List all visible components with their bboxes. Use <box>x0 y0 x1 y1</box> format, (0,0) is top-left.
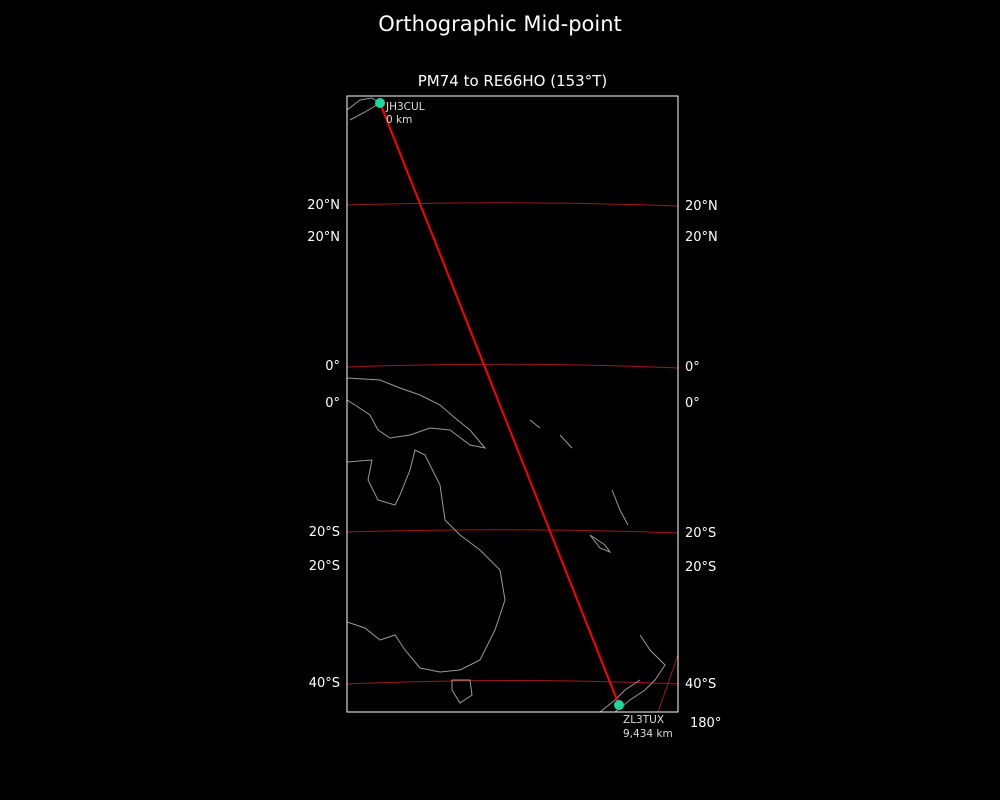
end-distance: 9,434 km <box>623 728 673 740</box>
end-callsign: ZL3TUX <box>623 714 664 726</box>
right-lat-label: 0° <box>685 360 700 375</box>
left-lat-label: 0° <box>325 396 340 411</box>
end-marker <box>614 700 624 710</box>
gridline-equator <box>347 363 678 369</box>
gridline-40s <box>347 680 678 685</box>
start-marker <box>375 98 385 108</box>
right-lat-label: 20°S <box>685 560 716 575</box>
left-lat-label: 40°S <box>309 676 340 691</box>
axes-title: PM74 to RE66HO (153°T) <box>417 72 608 90</box>
start-callsign: JH3CUL <box>385 101 425 113</box>
start-distance: 0 km <box>386 114 412 126</box>
left-lat-label: 0° <box>325 359 340 374</box>
great-circle-path <box>379 102 620 706</box>
left-lat-label: 20°S <box>309 525 340 540</box>
coastlines <box>347 97 666 712</box>
lon-label: 180° <box>690 716 721 731</box>
right-lat-label: 20°N <box>685 230 718 245</box>
left-lat-label: 20°N <box>307 198 340 213</box>
gridline-20n <box>347 202 678 207</box>
right-lat-label: 20°N <box>685 199 718 214</box>
left-lat-label: 20°N <box>307 230 340 245</box>
figure-title: Orthographic Mid-point <box>378 12 622 36</box>
right-lat-label: 20°S <box>685 526 716 541</box>
right-lat-label: 40°S <box>685 677 716 692</box>
gridline-180 <box>657 654 678 712</box>
left-lat-label: 20°S <box>309 559 340 574</box>
right-lat-label: 0° <box>685 396 700 411</box>
map-frame <box>346 95 679 713</box>
gridline-20s <box>347 529 678 534</box>
